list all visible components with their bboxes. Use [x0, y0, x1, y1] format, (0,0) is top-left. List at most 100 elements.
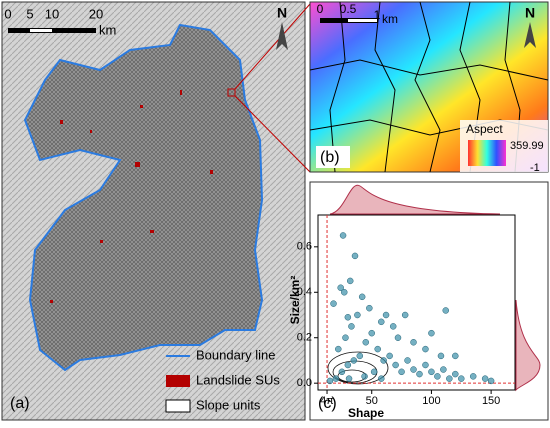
north-label: N [277, 5, 287, 21]
point [351, 252, 359, 260]
point [392, 361, 399, 369]
point [356, 352, 364, 360]
north-arrow [524, 22, 536, 48]
legend-swatch [166, 375, 190, 387]
y-tick-label: 0.6 [297, 241, 312, 253]
point [341, 289, 348, 296]
point [416, 370, 423, 378]
legend-swatch [165, 399, 191, 413]
point [452, 352, 459, 360]
point [378, 375, 385, 382]
point [368, 329, 375, 337]
chart-frame [309, 181, 549, 421]
point [358, 293, 366, 301]
point [389, 323, 397, 330]
point [481, 375, 489, 382]
connector [234, 3, 311, 90]
panel-label: (a) [10, 395, 30, 412]
point [422, 345, 429, 353]
point [434, 373, 441, 380]
connector [234, 95, 311, 173]
point [330, 300, 337, 307]
y-axis-label: Size/km² [288, 276, 302, 325]
boundary [23, 23, 264, 372]
point [339, 232, 347, 239]
point [428, 368, 435, 376]
point [366, 304, 373, 312]
point [452, 370, 459, 378]
x-tick-label: 4π [320, 395, 334, 407]
x-axis-label: Shape [348, 406, 384, 420]
colorbar-max: 359.99 [510, 140, 544, 152]
point [345, 375, 353, 382]
point [440, 366, 447, 373]
scale-label: 0 [4, 6, 11, 21]
point [354, 311, 361, 319]
scale-label: 1 [374, 8, 381, 22]
point [401, 311, 409, 319]
point [382, 311, 390, 319]
point [332, 375, 340, 382]
point [344, 361, 352, 369]
scale-label: 0 [317, 2, 324, 16]
point [410, 366, 417, 373]
x-tick-label: 50 [366, 395, 378, 407]
colorbar-min: -1 [530, 162, 540, 174]
point [344, 314, 352, 321]
scale-label: 0.5 [340, 2, 357, 16]
y-density [515, 299, 541, 392]
y-tick-label: 0.4 [297, 286, 312, 298]
colorbar [468, 140, 506, 166]
x-density [329, 184, 501, 215]
point [348, 323, 355, 330]
scale-label: 5 [26, 6, 33, 21]
scale-label: 10 [45, 6, 59, 21]
scale-bar-seg [30, 29, 52, 32]
point [410, 339, 417, 346]
point [428, 329, 435, 337]
point [487, 377, 495, 385]
point [442, 307, 450, 314]
point [335, 345, 342, 353]
inset-box [227, 88, 236, 97]
legend-label: Landslide SUs [196, 372, 280, 387]
scale-label: 20 [89, 6, 103, 21]
point [469, 373, 477, 380]
north-label: N [525, 5, 535, 21]
point [422, 361, 429, 369]
point [458, 375, 465, 382]
landslide-specks [50, 90, 213, 303]
point [380, 357, 387, 364]
point [404, 357, 411, 364]
point [362, 339, 370, 346]
point [346, 277, 354, 285]
plot-area [317, 214, 516, 391]
point [361, 373, 368, 380]
y-tick-label: 0.0 [297, 377, 312, 389]
y-tick-label: 0.2 [297, 332, 312, 344]
point [398, 368, 405, 376]
panel-label: (c) [318, 395, 337, 412]
point [350, 357, 358, 364]
north-arrow [276, 22, 288, 50]
scale-bar-seg [348, 19, 377, 22]
colorbar-title: Aspect [466, 122, 503, 136]
x-tick-label: 100 [422, 395, 440, 407]
point [437, 352, 445, 360]
scale-unit: km [99, 22, 116, 37]
point [338, 368, 346, 376]
legend-label: Slope units [196, 397, 261, 412]
point [326, 377, 334, 385]
point [446, 375, 453, 382]
point [337, 284, 344, 291]
point [386, 352, 393, 360]
panel-label: (b) [320, 149, 340, 166]
point [342, 334, 349, 341]
point [394, 334, 402, 341]
x-tick-label: 150 [482, 395, 500, 407]
point [370, 368, 378, 376]
point [374, 345, 381, 353]
point [378, 318, 385, 326]
panel-label-bg [316, 146, 350, 168]
